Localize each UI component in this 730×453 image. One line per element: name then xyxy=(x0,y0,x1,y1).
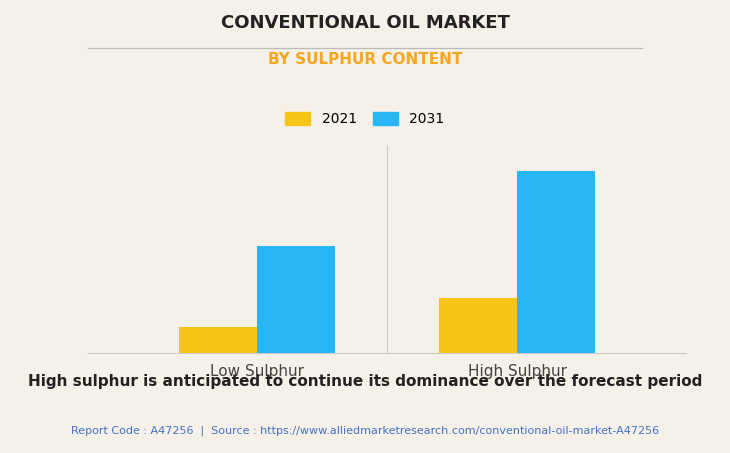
Bar xyxy=(257,246,335,353)
Text: CONVENTIONAL OIL MARKET: CONVENTIONAL OIL MARKET xyxy=(220,14,510,32)
Text: BY SULPHUR CONTENT: BY SULPHUR CONTENT xyxy=(268,52,462,67)
Text: High sulphur is anticipated to continue its dominance over the forecast period: High sulphur is anticipated to continue … xyxy=(28,374,702,389)
Bar xyxy=(517,171,595,353)
Bar xyxy=(439,298,517,353)
Bar xyxy=(179,327,257,353)
Text: Report Code : A47256  |  Source : https://www.alliedmarketresearch.com/conventio: Report Code : A47256 | Source : https://… xyxy=(71,426,659,436)
Legend: 2021, 2031: 2021, 2031 xyxy=(280,106,450,132)
